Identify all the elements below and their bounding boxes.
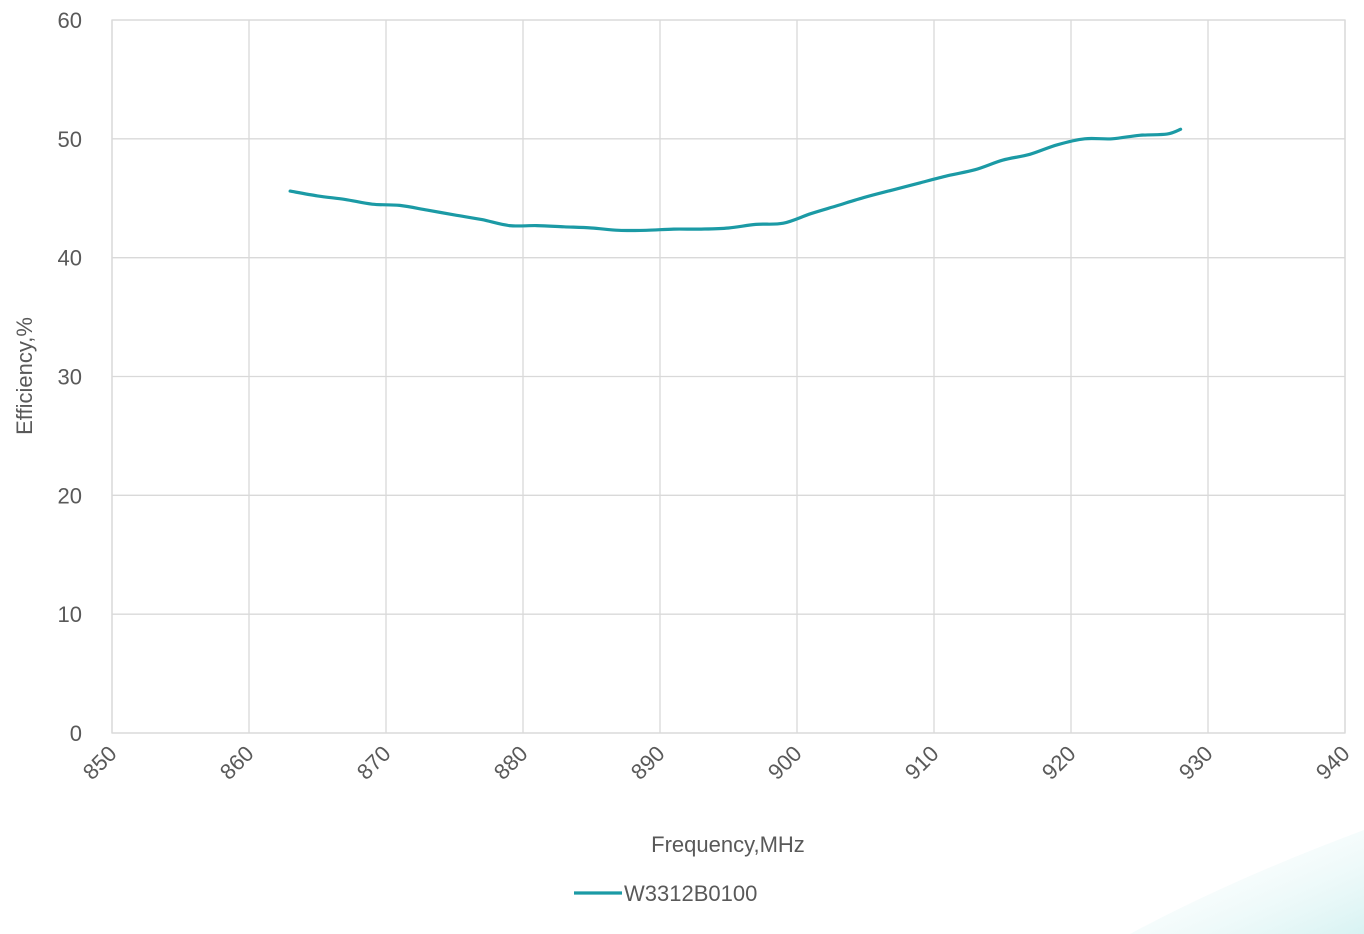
x-tick-label: 890 <box>626 741 670 785</box>
plot-area <box>111 19 1346 734</box>
x-tick-label: 910 <box>900 741 944 785</box>
gridlines <box>111 19 1346 734</box>
x-tick-label: 850 <box>78 741 122 785</box>
x-tick-label: 870 <box>352 741 396 785</box>
y-tick-label: 20 <box>58 483 82 508</box>
x-axis-title: Frequency,MHz <box>651 832 805 857</box>
x-tick-label: 860 <box>215 741 259 785</box>
y-tick-label: 40 <box>58 246 82 271</box>
corner-decoration <box>1130 830 1364 934</box>
y-tick-label: 30 <box>58 365 82 390</box>
x-tick-label: 940 <box>1311 741 1355 785</box>
x-tick-label: 900 <box>763 741 807 785</box>
legend-label: W3312B0100 <box>624 881 757 906</box>
legend: W3312B0100 <box>574 881 757 906</box>
x-tick-label: 920 <box>1037 741 1081 785</box>
y-tick-label: 60 <box>58 8 82 33</box>
series-layer <box>288 127 1183 233</box>
y-axis-tick-labels: 0 10 20 30 40 50 60 <box>58 8 82 746</box>
x-tick-label: 880 <box>489 741 533 785</box>
x-tick-label: 930 <box>1174 741 1218 785</box>
series-line-0 <box>288 127 1183 233</box>
x-axis-tick-labels: 850 860 870 880 890 900 910 920 930 940 <box>78 741 1355 785</box>
y-axis-title: Efficiency,% <box>12 317 37 435</box>
y-tick-label: 10 <box>58 602 82 627</box>
y-tick-label: 0 <box>70 721 82 746</box>
y-tick-label: 50 <box>58 127 82 152</box>
